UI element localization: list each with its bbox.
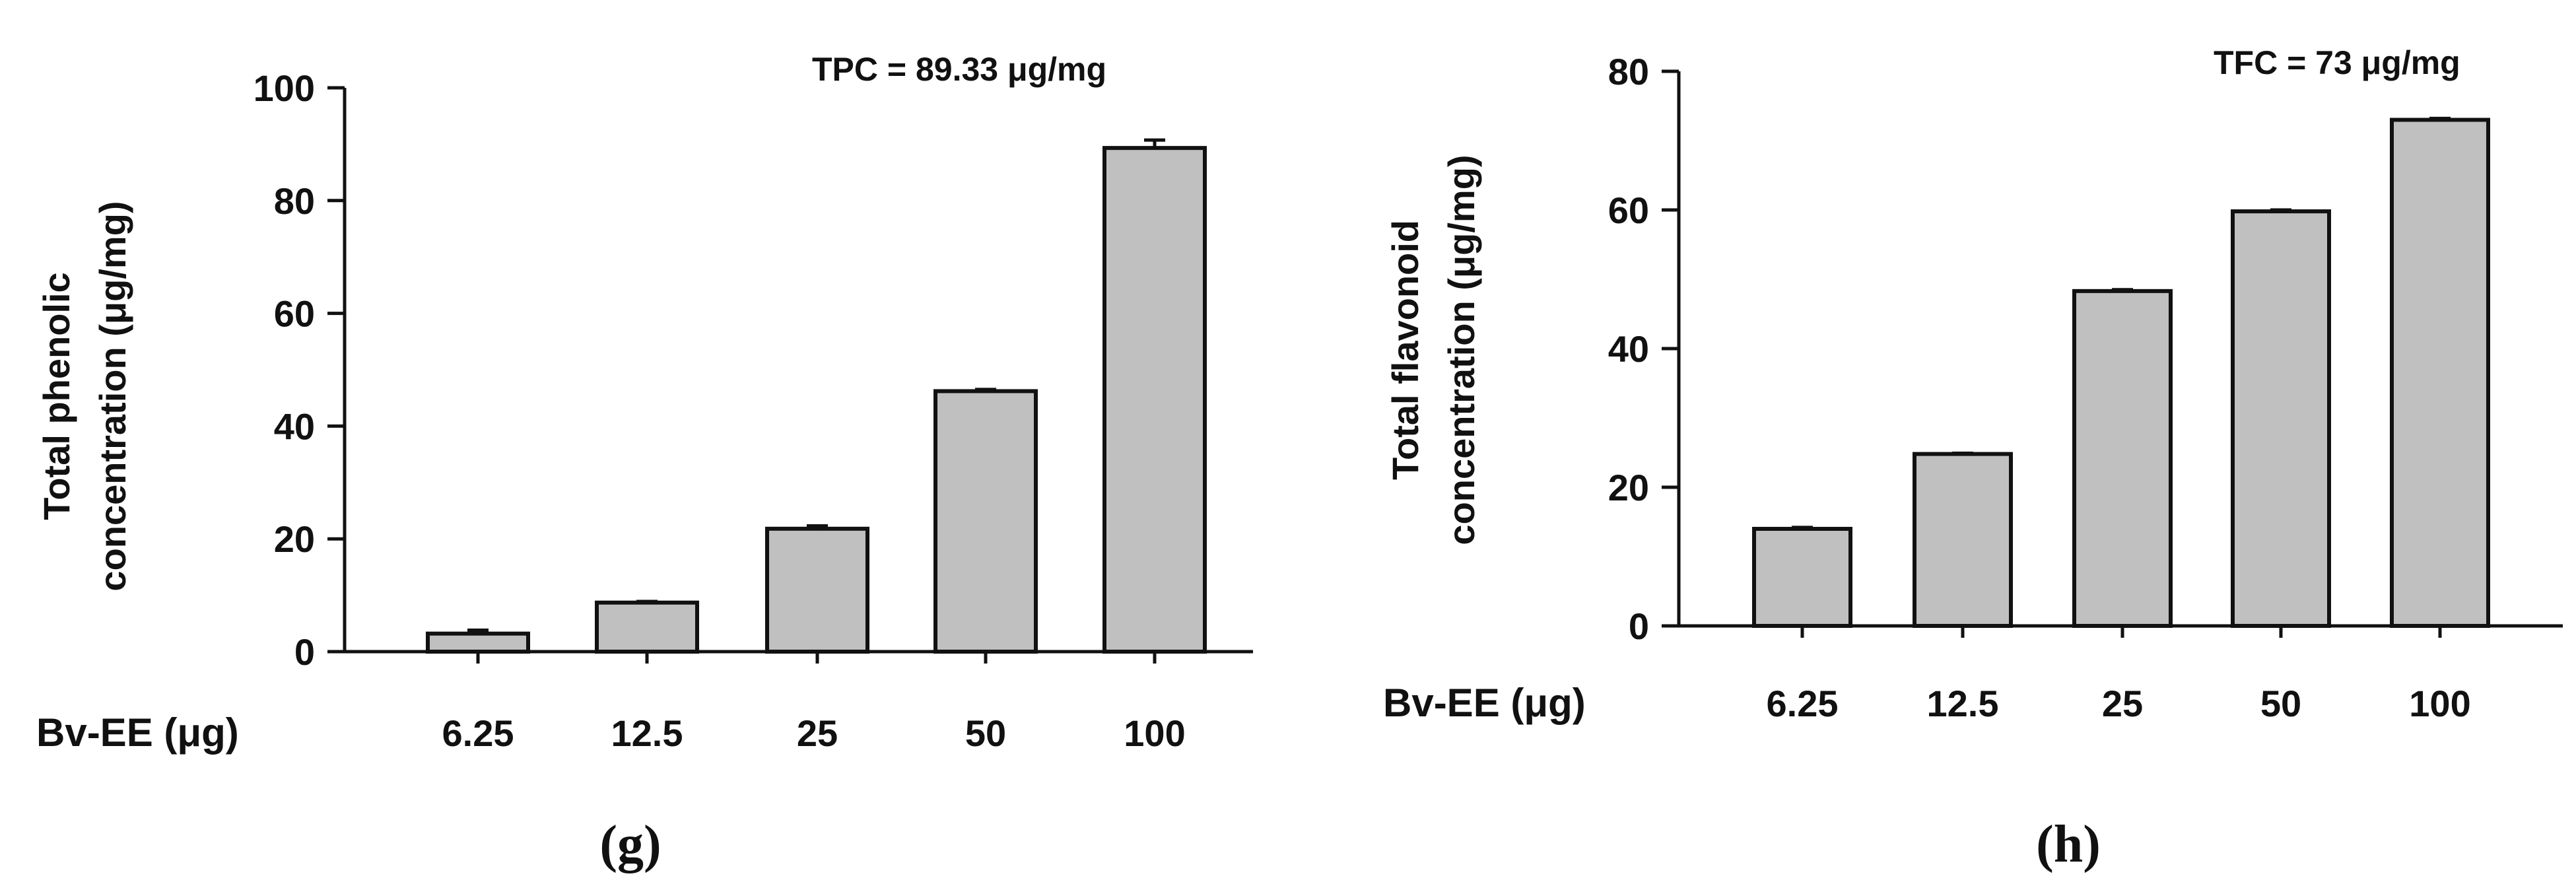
panel-g-y-tick-label: 40 [274,405,315,447]
panel-h-y-tick-label: 60 [1608,189,1649,231]
panel-g-xlabel: Bv-EE (μg) [36,710,239,755]
panel-h-category-label: 25 [2102,683,2143,724]
panel-g-category-label: 25 [797,712,838,754]
panel-h-bar [1913,452,2013,628]
panel-g-ylabel-line-1: Total phenolic [36,272,77,520]
panel-h-chart: TFC = 73 μg/mg Total flavonoid concentra… [1383,44,2563,873]
panel-g-y-tick-label: 20 [274,518,315,560]
panel-g-y-tick-label: 100 [254,67,315,109]
panel-g-bar [933,389,1038,654]
panel-h-annotation: TFC = 73 μg/mg [2214,44,2460,81]
panel-h-category-label: 100 [2409,683,2470,724]
panel-h-category-label: 6.25 [1767,683,1839,724]
panel-h-ylabel-line-1: Total flavonoid [1384,220,1426,480]
panel-g-ylabel-line-2: concentration (μg/mg) [92,201,133,591]
panel-h-y-tick-label: 0 [1629,605,1649,647]
panel-g-bar [1102,146,1207,654]
panel-g-category-label: 100 [1124,712,1185,754]
panel-g-category-label: 50 [965,712,1006,754]
panel-h-bar [1752,527,1852,628]
panel-g-category-label: 12.5 [611,712,683,754]
panel-h-ylabel-line-2: concentration (μg/mg) [1441,154,1482,545]
panel-h-bar [2072,289,2173,628]
panel-g-y-tick-label: 60 [274,293,315,335]
panel-h-y-tick-label: 40 [1608,328,1649,370]
panel-h-xlabel: Bv-EE (μg) [1383,681,1586,725]
panel-g-bar [426,631,530,654]
panel-g-y-tick-label: 0 [294,631,315,673]
panel-g-chart: TPC = 89.33 μg/mg Total phenolic concent… [36,51,1253,873]
panel-g-annotation: TPC = 89.33 μg/mg [812,51,1106,88]
panel-g-bar [595,600,699,654]
panel-h-category-label: 50 [2260,683,2301,724]
panel-g-category-label: 6.25 [442,712,514,754]
panel-g-label: (g) [599,815,661,873]
panel-g-y-tick-label: 80 [274,180,315,222]
panel-h-category-label: 12.5 [1927,683,1999,724]
panel-g-bar [765,526,869,654]
panel-h-bar [2390,118,2490,628]
panel-h-label: (h) [2036,815,2101,873]
panel-h-bar [2231,209,2331,629]
panel-h-y-tick-label: 80 [1608,51,1649,92]
panel-h-y-tick-label: 20 [1608,467,1649,508]
